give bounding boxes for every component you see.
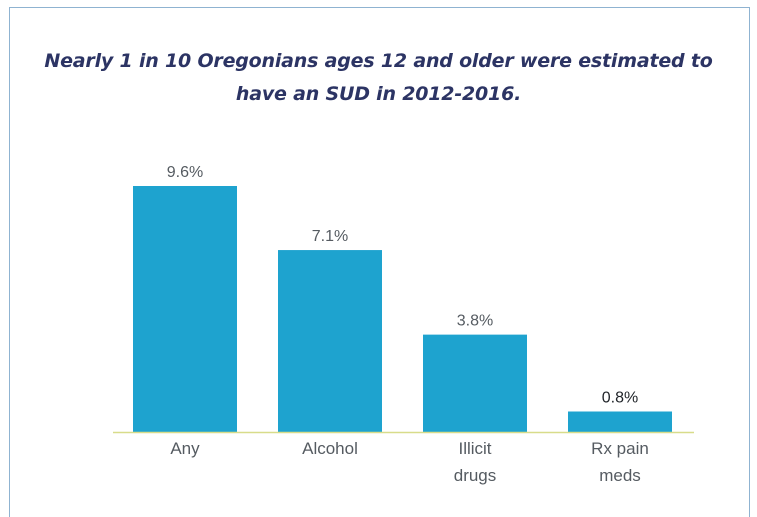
bar-any [133, 186, 237, 432]
bar-rx-pain-meds [568, 411, 672, 432]
value-label-rx-pain-meds: 0.8% [602, 390, 638, 407]
category-labels-group: Any Alcohol Illicit drugs Rx pain meds [170, 439, 648, 485]
value-labels-group: 9.6% 7.1% 3.8% 0.8% [167, 164, 638, 407]
chart-title: Nearly 1 in 10 Oregonians ages 12 and ol… [44, 50, 713, 105]
category-label-rx-pain-meds-line-1: Rx pain [591, 439, 649, 458]
category-label-any: Any [170, 439, 200, 458]
value-label-illicit-drugs: 3.8% [457, 313, 493, 330]
value-label-any: 9.6% [167, 164, 203, 181]
category-label-illicit-drugs-line-1: Illicit [458, 439, 491, 458]
value-label-alcohol: 7.1% [312, 228, 348, 245]
bars-group [133, 186, 672, 432]
category-label-illicit-drugs-line-2: drugs [454, 466, 497, 485]
bar-alcohol [278, 250, 382, 432]
category-label-rx-pain-meds-line-2: meds [599, 466, 641, 485]
bar-illicit-drugs [423, 334, 527, 432]
category-label-alcohol: Alcohol [302, 439, 358, 458]
